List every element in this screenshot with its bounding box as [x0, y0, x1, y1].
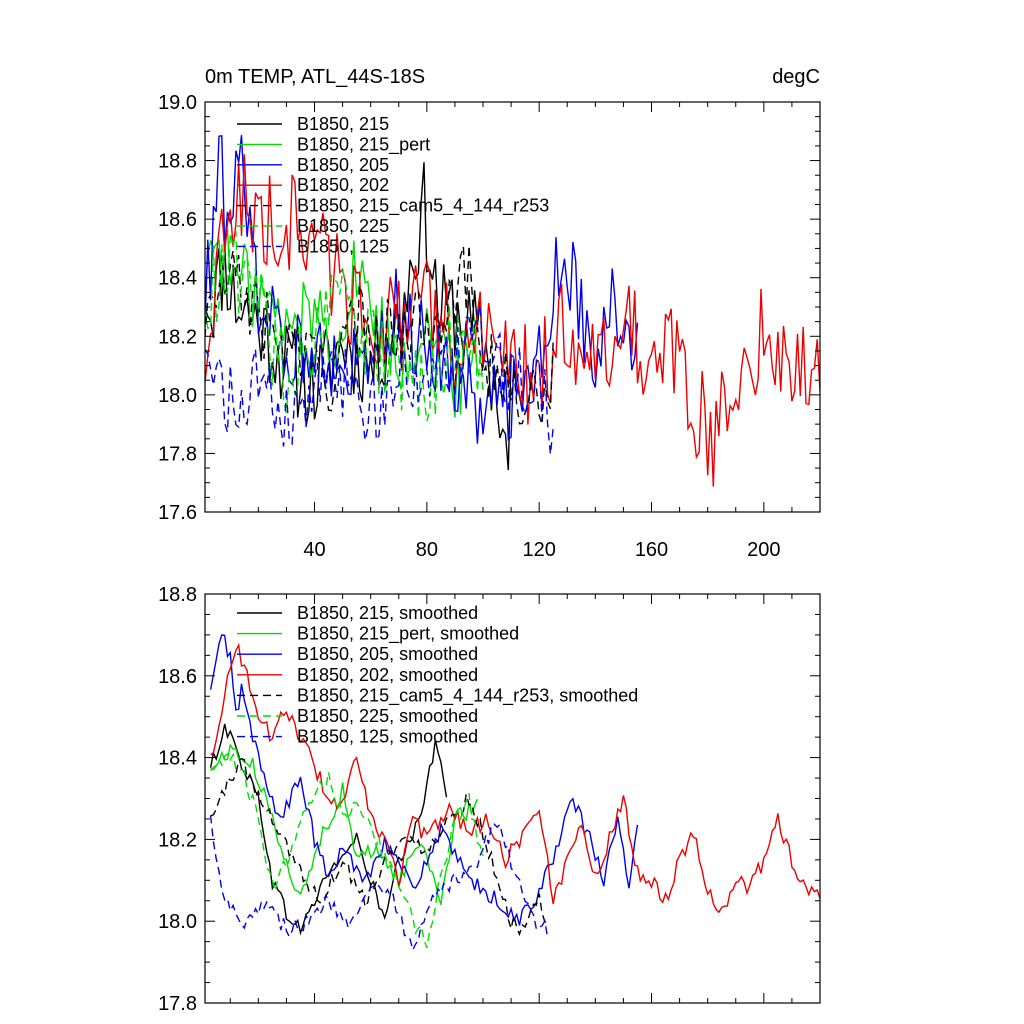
y-tick-label: 18.8 [158, 151, 197, 173]
y-tick-label: 18.6 [158, 666, 197, 688]
series-line-3 [205, 154, 820, 487]
bottom-panel: 17.8 18.0 18.2 18.4 18.6 18.8 B1850, 215, smoo… [158, 584, 821, 1015]
y-tick-label: 17.6 [158, 502, 197, 524]
y-tick-label: 18.8 [158, 584, 197, 606]
y-tick-label: 18.6 [158, 209, 197, 231]
series-line-2 [209, 634, 639, 926]
series-line-4 [205, 245, 554, 425]
y-tick-label: 18.2 [158, 326, 197, 348]
x-tick-label: 120 [522, 539, 555, 561]
series-line-6 [205, 305, 554, 455]
series-line-6 [209, 815, 549, 952]
top-panel: 0m TEMP, ATL_44S-18S degC 17.6 17.8 18.0 18… [158, 66, 821, 561]
legend-label-3: B1850, 202, smoothed [297, 665, 478, 685]
legend-label-3: B1850, 202 [297, 175, 389, 195]
legend-label-2: B1850, 205 [297, 155, 389, 175]
legend-label-2: B1850, 205, smoothed [297, 644, 478, 664]
top-panel-units: degC [772, 66, 820, 88]
series-group [205, 134, 820, 487]
x-tick-label: 40 [303, 539, 325, 561]
legend-label-5: B1850, 225, smoothed [297, 706, 478, 726]
legend-label-4: B1850, 215_cam5_4_144_r253, smoothed [297, 685, 638, 706]
series-line-1 [210, 743, 479, 905]
legend-label-0: B1850, 215 [297, 114, 389, 134]
y-tick-label: 18.2 [158, 829, 197, 851]
x-tick-label: 200 [747, 539, 780, 561]
y-tick-label: 18.0 [158, 385, 197, 407]
series-line-5 [205, 231, 484, 422]
x-tick-label: 160 [635, 539, 668, 561]
legend-label-5: B1850, 225 [297, 216, 389, 236]
legend-label-6: B1850, 125, smoothed [297, 727, 478, 747]
series-group [209, 634, 820, 952]
series-line-3 [210, 642, 820, 914]
y-tick-label: 19.0 [158, 92, 197, 114]
y-tick-label: 18.4 [158, 748, 197, 770]
legend-label-1: B1850, 215_pert [297, 134, 430, 155]
y-tick-label: 18.0 [158, 911, 197, 933]
top-panel-title: 0m TEMP, ATL_44S-18S [205, 66, 425, 88]
legend-label-1: B1850, 215_pert, smoothed [297, 624, 519, 645]
x-tick-label: 80 [416, 539, 438, 561]
y-tick-label: 17.8 [158, 443, 197, 465]
y-tick-label: 17.8 [158, 993, 197, 1015]
y-tick-label: 18.4 [158, 268, 197, 290]
legend-label-4: B1850, 215_cam5_4_144_r253 [297, 196, 549, 217]
legend-label-0: B1850, 215, smoothed [297, 603, 478, 623]
legend-label-6: B1850, 125 [297, 236, 389, 256]
series-line-4 [210, 757, 548, 937]
